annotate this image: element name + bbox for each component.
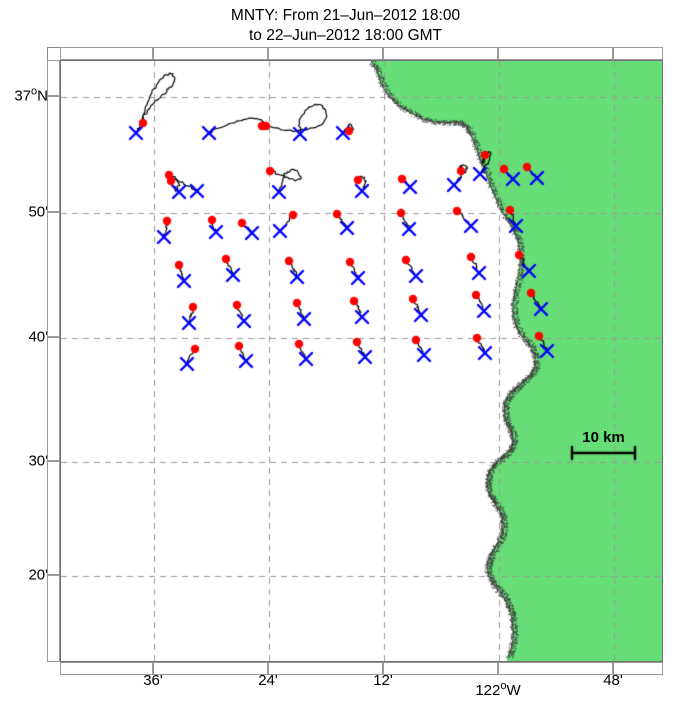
y-tick-label: 50'	[28, 203, 48, 221]
axis-band-left-segment	[47, 60, 60, 96]
axis-band-top-segment	[613, 47, 663, 60]
y-tick-label: 37oN	[14, 85, 48, 105]
x-tick-label: 36'	[143, 672, 163, 689]
x-tick-label: 48'	[603, 672, 623, 689]
y-tick-label: 40'	[28, 328, 48, 346]
plot-area: 10 km	[60, 60, 663, 662]
x-tick-label: 24'	[258, 672, 278, 689]
axis-band-bottom-segment	[60, 662, 153, 675]
axis-band-left-segment	[47, 96, 60, 212]
axis-band-left-segment	[47, 575, 60, 662]
title-line-1: MNTY: From 21–Jun–2012 18:00	[230, 7, 461, 24]
x-tick-label: 122oW	[475, 680, 521, 700]
figure-title: MNTY: From 21–Jun–2012 18:00 to 22–Jun–2…	[0, 6, 691, 46]
axis-band-left-segment	[47, 337, 60, 461]
axis-band-top-segment	[383, 47, 498, 60]
axis-band-top-segment	[498, 47, 613, 60]
axis-band-bottom-segment	[153, 662, 268, 675]
map-canvas	[61, 61, 662, 661]
axis-band-left-segment	[47, 461, 60, 575]
axis-band-top-segment	[153, 47, 268, 60]
axis-band-bottom-segment	[268, 662, 383, 675]
y-tick-label: 30'	[28, 452, 48, 470]
axis-band-bottom-segment	[498, 662, 613, 675]
y-tick-label: 20'	[28, 566, 48, 584]
axis-band-top-segment	[60, 47, 153, 60]
axis-band-top-segment	[268, 47, 383, 60]
axis-band-bottom-segment	[383, 662, 498, 675]
x-tick-label: 12'	[373, 672, 393, 689]
axis-band-bottom-segment	[613, 662, 663, 675]
scale-bar-label: 10 km	[582, 429, 625, 446]
title-line-2: to 22–Jun–2012 18:00 GMT	[248, 27, 443, 44]
axis-band-left-segment	[47, 212, 60, 337]
